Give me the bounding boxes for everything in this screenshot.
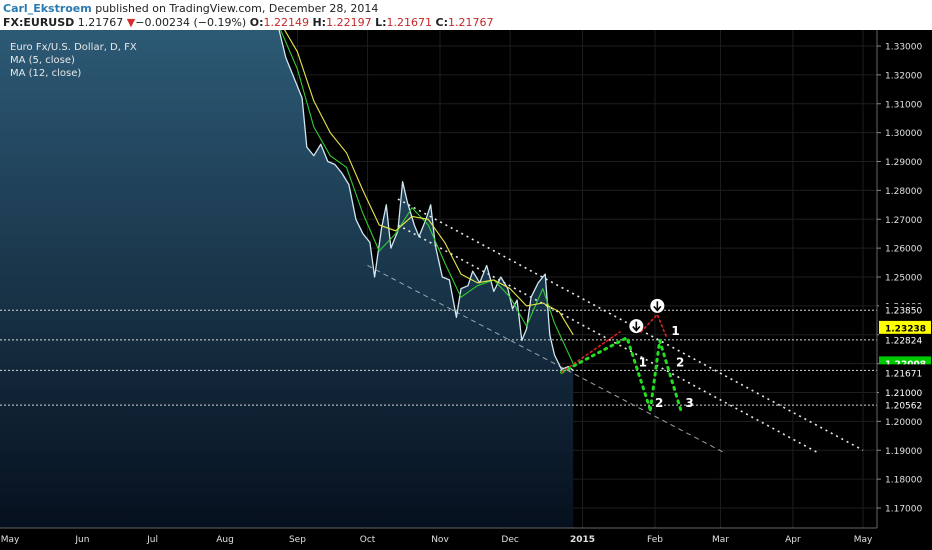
price-line — [278, 30, 574, 371]
price-label: 1.23850 — [885, 307, 922, 317]
price-label-box — [879, 320, 931, 335]
y-tick-label: 1.33000 — [885, 43, 922, 53]
y-tick-label: 1.20000 — [885, 418, 922, 428]
publish-info: published on TradingView.com, December 2… — [91, 2, 379, 15]
ma5-line — [280, 30, 574, 364]
wave-label: 2 — [655, 396, 663, 410]
x-tick-labels: May Jun Jul Aug Sep Oct Nov Dec 2015 Feb Mar Apr May — [1, 535, 873, 545]
x-tick-label: Oct — [360, 535, 376, 545]
price-label-bg — [879, 386, 931, 399]
y-tick-label: 1.31000 — [885, 100, 922, 110]
y-tick-label: 1.17000 — [885, 505, 922, 515]
x-tick-label: Jun — [74, 535, 89, 545]
close-value: 1.21767 — [447, 16, 494, 29]
high-label: H: — [312, 16, 327, 29]
close-label: C: — [435, 16, 448, 29]
wave-label: 1 — [671, 324, 679, 338]
channel-line — [397, 224, 819, 454]
price-axis[interactable] — [877, 30, 932, 550]
legend-item: Euro Fx/U.S. Dollar, D, FX — [10, 42, 137, 53]
y-tick-label: 1.26000 — [885, 245, 922, 255]
low-label: L: — [375, 16, 387, 29]
price-label-bg — [879, 304, 931, 317]
projection-red — [640, 313, 668, 339]
x-tick-label: Apr — [785, 535, 801, 545]
projections: 1 2 1 2 3 — [560, 313, 694, 412]
legend-item: MA (12, close) — [10, 68, 81, 79]
price-label-bg — [879, 367, 931, 380]
marker-arrow — [653, 301, 662, 312]
x-tick-label: Nov — [431, 535, 449, 545]
price-label-bg — [879, 399, 931, 412]
y-tick-label: 1.28000 — [885, 187, 922, 197]
x-tick-label: Aug — [216, 535, 234, 545]
y-tick-label: 1.29000 — [885, 158, 922, 168]
x-tick-label: Dec — [501, 535, 518, 545]
price-label: 1.22824 — [885, 336, 922, 346]
y-tick-label: 1.32000 — [885, 71, 922, 81]
price-label: 1.21671 — [885, 370, 922, 380]
x-tick-label: Sep — [289, 535, 306, 545]
down-arrow-icon: ▼ — [126, 16, 136, 29]
x-tick-label: Mar — [712, 535, 729, 545]
projection-green — [560, 335, 652, 412]
channel-line — [367, 265, 726, 454]
wave-label: 3 — [685, 396, 693, 410]
open-label: O: — [249, 16, 264, 29]
price-chart[interactable]: 1 2 1 2 3 1.33000 1.32000 1.31000 1.30000 1.2900… — [0, 30, 932, 550]
price-labels: 1.238501.232381.228241.220081.217671.216… — [879, 304, 931, 412]
price-label: 1.21000 — [885, 389, 922, 399]
y-tick-label: 1.18000 — [885, 476, 922, 486]
price-label-bg — [879, 333, 931, 346]
wave-label: 2 — [676, 356, 684, 370]
projection-green — [648, 340, 683, 412]
price-label: 1.23238 — [885, 324, 926, 334]
low-value: 1.21671 — [386, 16, 433, 29]
price-area — [0, 30, 574, 528]
price-area-fill — [0, 30, 574, 528]
series-lines — [278, 30, 574, 371]
projection-red — [560, 331, 621, 374]
x-tick-label: 2015 — [570, 535, 595, 545]
arrow-down-circle-icon — [650, 298, 665, 313]
x-tick-label: May — [854, 535, 873, 545]
price-label: 1.20562 — [885, 402, 922, 412]
y-tick-label: 1.27000 — [885, 216, 922, 226]
last-price: 1.21767 — [77, 16, 124, 29]
markers — [629, 298, 665, 334]
ma12-line — [284, 30, 574, 336]
legend: Euro Fx/U.S. Dollar, D, FX MA (5, close) M… — [10, 42, 137, 79]
open-value: 1.22149 — [263, 16, 309, 29]
y-tick-label: 1.30000 — [885, 129, 922, 139]
symbol: FX:EURUSD — [3, 16, 75, 29]
publish-line: Carl_Ekstroem published on TradingView.c… — [3, 2, 378, 15]
quote-line: FX:EURUSD 1.21767 ▼−0.00234 (−0.19%) O:1… — [3, 16, 493, 29]
x-tick-label: May — [1, 535, 20, 545]
x-tick-label: Jul — [146, 535, 158, 545]
y-tick-label: 1.19000 — [885, 447, 922, 457]
time-axis[interactable] — [0, 528, 932, 550]
y-tick-label: 1.25000 — [885, 274, 922, 284]
change-value: −0.00234 (−0.19%) — [135, 16, 247, 29]
marker-arrow — [632, 321, 641, 332]
arrow-down-circle-icon — [629, 319, 644, 334]
author-name[interactable]: Carl_Ekstroem — [3, 2, 92, 15]
high-value: 1.22197 — [326, 16, 372, 29]
x-tick-label: Feb — [647, 535, 663, 545]
wave-label: 1 — [639, 356, 647, 370]
legend-item: MA (5, close) — [10, 55, 75, 66]
